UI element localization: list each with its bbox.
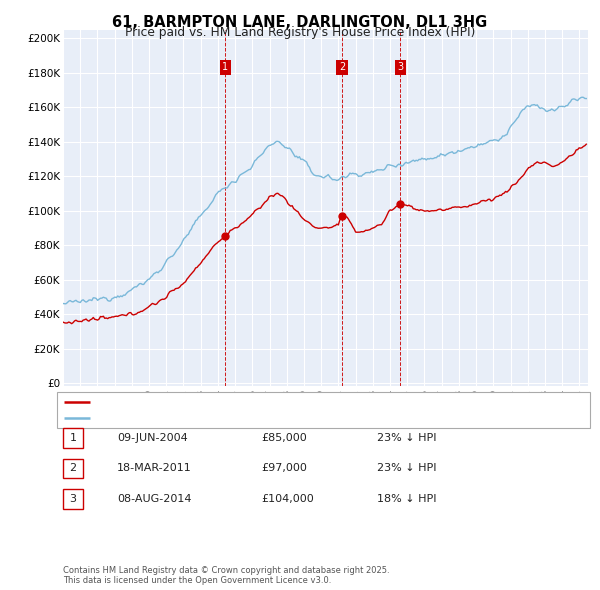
Text: £104,000: £104,000 xyxy=(261,494,314,504)
Text: 61, BARMPTON LANE, DARLINGTON, DL1 3HG: 61, BARMPTON LANE, DARLINGTON, DL1 3HG xyxy=(112,15,488,30)
Text: 18-MAR-2011: 18-MAR-2011 xyxy=(117,464,192,473)
Text: 23% ↓ HPI: 23% ↓ HPI xyxy=(377,433,436,442)
Text: £97,000: £97,000 xyxy=(261,464,307,473)
Text: 23% ↓ HPI: 23% ↓ HPI xyxy=(377,464,436,473)
Text: Contains HM Land Registry data © Crown copyright and database right 2025.
This d: Contains HM Land Registry data © Crown c… xyxy=(63,566,389,585)
Text: 3: 3 xyxy=(397,63,403,73)
Text: £85,000: £85,000 xyxy=(261,433,307,442)
Text: 2: 2 xyxy=(70,464,76,473)
Text: 1: 1 xyxy=(70,433,76,442)
Text: 2: 2 xyxy=(339,63,345,73)
Text: Price paid vs. HM Land Registry's House Price Index (HPI): Price paid vs. HM Land Registry's House … xyxy=(125,26,475,39)
Text: 18% ↓ HPI: 18% ↓ HPI xyxy=(377,494,436,504)
Text: HPI: Average price, semi-detached house, Darlington: HPI: Average price, semi-detached house,… xyxy=(94,413,359,423)
Text: 09-JUN-2004: 09-JUN-2004 xyxy=(117,433,188,442)
Text: 3: 3 xyxy=(70,494,76,504)
Text: 1: 1 xyxy=(223,63,229,73)
Text: 61, BARMPTON LANE, DARLINGTON, DL1 3HG (semi-detached house): 61, BARMPTON LANE, DARLINGTON, DL1 3HG (… xyxy=(94,397,440,407)
Text: 08-AUG-2014: 08-AUG-2014 xyxy=(117,494,191,504)
